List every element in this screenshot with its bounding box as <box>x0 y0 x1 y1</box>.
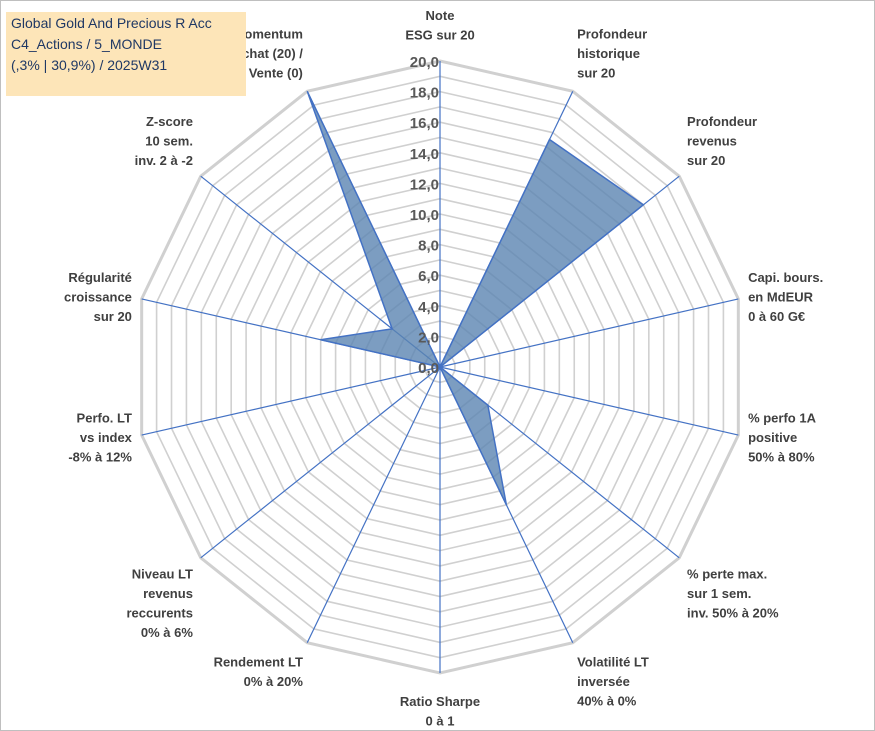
tick-label-1: 2,0 <box>418 329 439 346</box>
tick-label-9: 18,0 <box>410 85 439 102</box>
axis-label-13-line-0: Momentum <box>234 26 303 41</box>
axis-label-11-line-1: croissance <box>64 290 132 305</box>
axis-label-12: Z-score 10 sem. inv. 2 à -2 <box>135 114 193 168</box>
spoke-4 <box>439 366 739 436</box>
axis-label-8: Rendement LT 0% à 20% <box>214 654 304 689</box>
axis-label-6-line-2: 40% à 0% <box>577 693 637 708</box>
fund-category: C4_Actions / 5_MONDE <box>11 36 162 52</box>
axis-label-3-line-1: en MdEUR <box>748 290 814 305</box>
axis-label-10-line-0: Perfo. LT <box>77 411 132 426</box>
axis-label-5-line-2: inv. 50% à 20% <box>687 606 779 621</box>
tick-label-5: 10,0 <box>410 207 439 224</box>
tick-label-6: 12,0 <box>410 176 439 193</box>
axis-label-9-line-0: Niveau LT <box>132 567 193 582</box>
axis-label-11-line-0: Régularité <box>68 270 132 285</box>
axis-label-13: Momentum Achat (20) / Vente (0) <box>233 26 303 80</box>
tick-label-10: 20,0 <box>410 54 439 71</box>
axis-label-1-line-0: Profondeur <box>577 26 647 41</box>
series-area <box>306 90 645 506</box>
axis-label-9-line-3: 0% à 6% <box>141 625 193 640</box>
axis-label-10-line-1: vs index <box>80 430 133 445</box>
axis-label-7-line-1: 0 à 1 <box>426 714 455 729</box>
axis-label-5-line-1: sur 1 sem. <box>687 586 751 601</box>
axis-label-0-line-1: ESG sur 20 <box>405 28 474 43</box>
axis-label-6-line-1: inversée <box>577 674 630 689</box>
axis-label-1-line-2: sur 20 <box>577 65 615 80</box>
tick-label-7: 14,0 <box>410 146 439 163</box>
axis-label-2: Profondeur revenus sur 20 <box>687 114 757 168</box>
axis-label-2-line-0: Profondeur <box>687 114 757 129</box>
axis-label-12-line-0: Z-score <box>146 114 193 129</box>
spoke-9 <box>200 366 441 559</box>
axis-label-5-line-0: % perte max. <box>687 567 767 582</box>
axis-label-7-line-0: Ratio Sharpe <box>400 694 480 709</box>
axis-label-9-line-1: revenus <box>143 586 193 601</box>
tick-label-8: 16,0 <box>410 115 439 132</box>
axis-label-4: % perfo 1A positive 50% à 80% <box>748 411 817 465</box>
axis-label-0: Note ESG sur 20 <box>405 8 474 43</box>
spoke-8 <box>306 366 441 643</box>
axis-label-4-line-2: 50% à 80% <box>748 450 815 465</box>
axis-label-3-line-2: 0 à 60 G€ <box>748 309 805 324</box>
axis-label-12-line-2: inv. 2 à -2 <box>135 153 193 168</box>
axis-label-6: Volatilité LT inversée 40% à 0% <box>577 654 649 708</box>
axis-label-11-line-2: sur 20 <box>94 309 132 324</box>
tick-label-0: 0,0 <box>418 360 439 377</box>
axis-label-11: Régularité croissance sur 20 <box>64 270 132 324</box>
axis-label-9: Niveau LT revenus reccurents 0% à 6% <box>126 567 193 641</box>
spoke-3 <box>439 298 739 368</box>
tick-label-3: 6,0 <box>418 268 439 285</box>
axis-label-10: Perfo. LT vs index -8% à 12% <box>68 411 132 465</box>
axis-label-4-line-1: positive <box>748 430 797 445</box>
radar-series <box>306 90 645 506</box>
axis-label-7: Ratio Sharpe 0 à 1 <box>400 694 480 729</box>
fund-stats: (,3% | 30,9%) / 2025W31 <box>11 57 168 73</box>
axis-label-0-line-0: Note <box>426 8 455 23</box>
fund-title-box: Global Gold And Precious R Acc C4_Action… <box>6 12 246 96</box>
axis-label-13-line-1: Achat (20) / <box>233 46 303 61</box>
axis-label-8-line-1: 0% à 20% <box>244 674 304 689</box>
axis-label-1: Profondeur historique sur 20 <box>577 26 647 80</box>
axis-label-2-line-2: sur 20 <box>687 153 725 168</box>
spoke-10 <box>141 366 441 436</box>
radar-axis-labels: Note ESG sur 20 Profondeur historique sur 20… <box>64 8 823 729</box>
axis-label-13-line-2: Vente (0) <box>249 65 303 80</box>
axis-label-5: % perte max. sur 1 sem. inv. 50% à 20% <box>687 567 779 621</box>
axis-label-1-line-1: historique <box>577 46 640 61</box>
axis-label-8-line-0: Rendement LT <box>214 654 303 669</box>
tick-label-2: 4,0 <box>418 299 439 316</box>
radar-tick-labels: 0,0 2,0 4,0 6,0 8,0 10,0 12,0 14,0 16,0 18,0 20,0 <box>410 54 439 377</box>
fund-name: Global Gold And Precious R Acc <box>11 15 212 31</box>
axis-label-10-line-2: -8% à 12% <box>68 450 132 465</box>
axis-label-2-line-1: revenus <box>687 134 737 149</box>
tick-label-4: 8,0 <box>418 238 439 255</box>
axis-label-4-line-0: % perfo 1A <box>748 411 817 426</box>
axis-label-3: Capi. bours. en MdEUR 0 à 60 G€ <box>748 270 823 324</box>
axis-label-3-line-0: Capi. bours. <box>748 270 823 285</box>
axis-label-6-line-0: Volatilité LT <box>577 654 649 669</box>
axis-label-9-line-2: reccurents <box>126 606 192 621</box>
axis-label-12-line-1: 10 sem. <box>145 134 193 149</box>
